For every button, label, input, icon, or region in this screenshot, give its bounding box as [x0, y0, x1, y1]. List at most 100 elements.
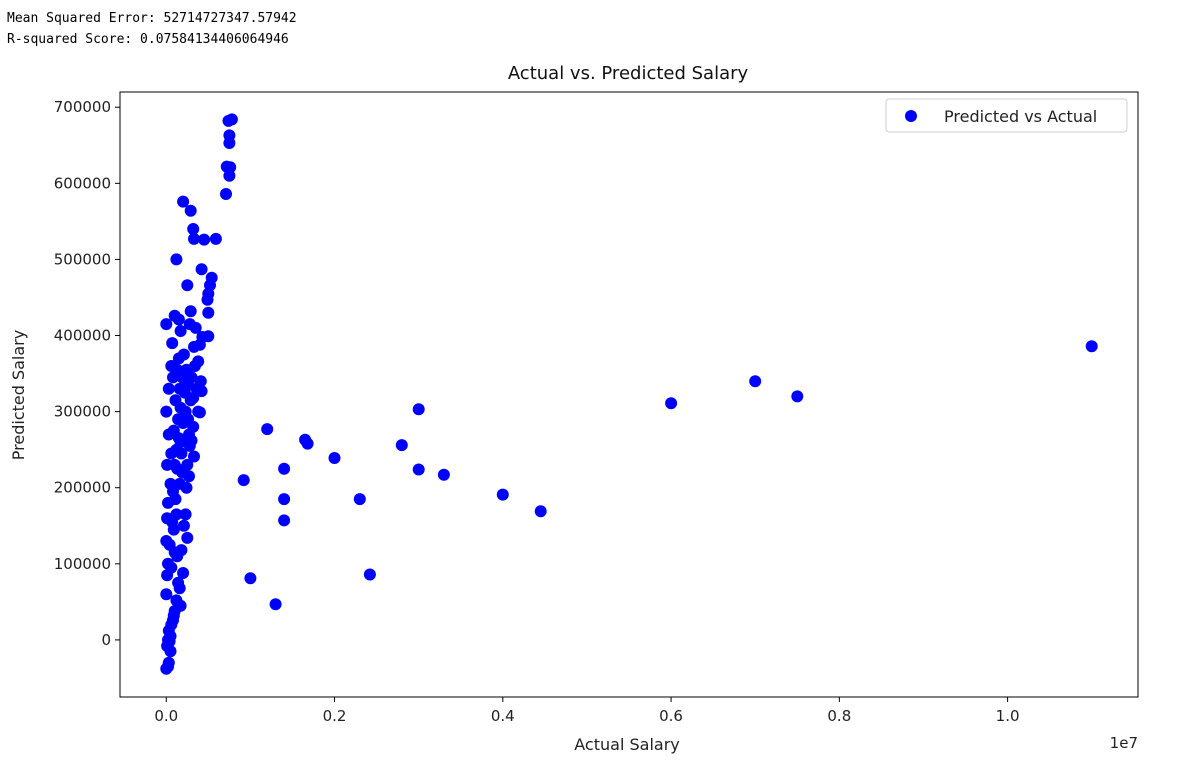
data-point: [164, 645, 177, 658]
y-tick-label: 0: [101, 631, 111, 649]
data-point: [172, 313, 185, 326]
data-point: [172, 352, 185, 365]
data-point: [220, 188, 232, 200]
data-point: [223, 169, 236, 182]
data-point: [269, 598, 282, 611]
x-tick-label: 0.0: [154, 707, 178, 725]
plot-frame: [119, 91, 1139, 698]
data-point: [161, 512, 174, 525]
data-point: [237, 474, 250, 487]
x-axis-label: Actual Salary: [574, 735, 679, 754]
data-point: [179, 508, 192, 521]
data-point: [167, 485, 179, 498]
data-point: [412, 463, 425, 476]
data-point: [1085, 340, 1098, 353]
data-point: [170, 594, 183, 607]
data-point: [188, 450, 200, 463]
data-point: [184, 305, 197, 318]
data-point: [496, 488, 509, 501]
data-point: [278, 462, 291, 475]
data-point: [160, 405, 173, 418]
y-tick-label: 400000: [54, 327, 111, 345]
y-tick-label: 300000: [54, 403, 111, 421]
points-layer: [160, 113, 1098, 675]
data-point: [791, 390, 804, 403]
data-point: [171, 550, 184, 563]
data-point: [223, 137, 236, 149]
data-point: [209, 232, 222, 245]
legend: Predicted vs Actual: [885, 98, 1128, 133]
data-point: [183, 439, 196, 452]
data-point: [163, 635, 176, 648]
data-point: [160, 588, 173, 601]
y-tick-label: 700000: [54, 98, 111, 116]
data-point: [278, 514, 291, 527]
data-point: [185, 371, 198, 384]
data-point: [202, 306, 215, 319]
x-tick-label: 1.0: [996, 707, 1020, 725]
data-point: [201, 293, 214, 306]
data-point: [168, 458, 181, 471]
data-point: [749, 375, 762, 388]
data-point: [183, 428, 195, 441]
data-point: [328, 452, 341, 464]
data-point: [187, 223, 200, 235]
data-point: [167, 614, 179, 627]
data-point: [412, 403, 425, 416]
data-point: [195, 263, 208, 276]
x-tick-label: 0.2: [323, 707, 347, 725]
data-point: [244, 572, 257, 585]
x-tick-label: 0.8: [827, 707, 851, 725]
data-point: [163, 538, 176, 551]
y-tick-label: 200000: [54, 479, 111, 497]
y-axis: 0 100000 200000 300000 400000 500000 600000 700…: [54, 98, 120, 649]
data-point: [193, 338, 206, 351]
data-point: [222, 114, 235, 127]
data-point: [160, 662, 173, 675]
data-point: [172, 576, 185, 589]
y-tick-label: 600000: [54, 174, 111, 192]
data-point: [184, 204, 197, 217]
data-point: [179, 405, 192, 418]
data-point: [534, 505, 547, 518]
data-point: [665, 397, 678, 410]
data-point: [261, 423, 274, 436]
mse-output-line: Mean Squared Error: 52714727347.57942: [7, 11, 297, 26]
data-point: [177, 519, 190, 532]
chart-title: Actual vs. Predicted Salary: [508, 63, 749, 84]
data-point: [181, 279, 194, 292]
data-point: [184, 394, 197, 407]
data-point: [166, 337, 179, 350]
data-point: [162, 382, 175, 395]
data-point: [173, 382, 186, 395]
data-point: [176, 466, 189, 479]
data-point: [301, 437, 314, 450]
legend-label: Predicted vs Actual: [944, 107, 1097, 126]
console-output: Mean Squared Error: 52714727347.57942 R-…: [7, 8, 297, 50]
data-point: [170, 253, 183, 266]
data-point: [181, 531, 194, 544]
data-point: [363, 568, 376, 581]
data-point: [169, 394, 182, 407]
x-tick-label: 0.6: [659, 707, 683, 725]
data-point: [172, 413, 185, 426]
data-point: [198, 233, 211, 246]
data-point: [192, 405, 205, 418]
data-point: [278, 493, 291, 506]
data-point: [162, 428, 175, 441]
x-axis: 0.0 0.2 0.4 0.6 0.8 1.0: [154, 697, 1020, 725]
r2-output-line: R-squared Score: 0.07584134406064946: [7, 32, 289, 47]
data-point: [160, 318, 173, 331]
legend-box: [885, 98, 1128, 133]
data-point: [162, 557, 174, 570]
data-point: [188, 360, 201, 372]
data-point: [177, 567, 190, 579]
data-point: [353, 493, 366, 506]
x-tick-label: 0.4: [491, 707, 515, 725]
data-point: [171, 363, 184, 376]
data-point: [174, 325, 187, 337]
legend-marker: [905, 110, 917, 122]
y-tick-label: 100000: [54, 555, 111, 573]
data-point: [190, 382, 203, 395]
